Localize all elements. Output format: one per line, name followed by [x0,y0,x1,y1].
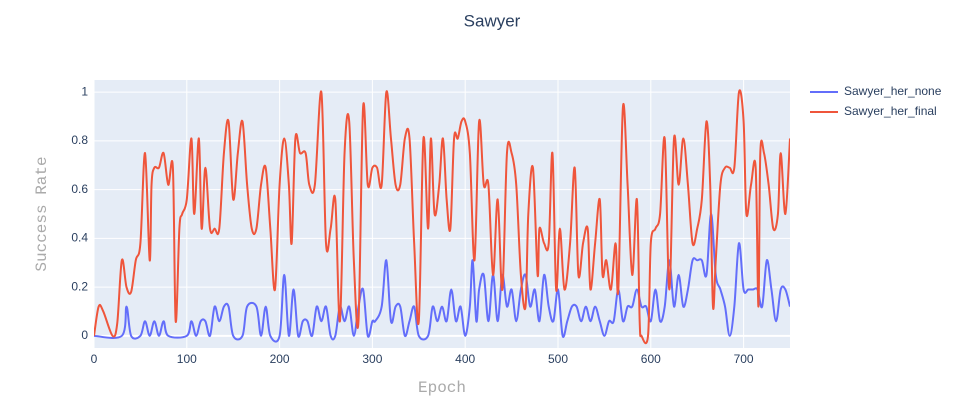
series-line [94,89,790,345]
y-tick-label: 0.6 [71,182,88,196]
y-axis-title: Success Rate [33,156,51,271]
y-tick-label: 0.2 [71,279,88,293]
x-tick-label: 700 [734,352,754,366]
lines [94,89,790,345]
y-tick-label: 0.8 [71,133,88,147]
x-tick-label: 300 [362,352,382,366]
series-line [94,212,790,343]
x-tick-label: 0 [91,352,98,366]
legend-label: Sawyer_her_final [844,104,937,118]
legend-label: Sawyer_her_none [844,84,942,98]
x-tick-label: 400 [455,352,475,366]
y-tick-label: 0 [81,328,88,342]
y-tick-label: 0.4 [71,231,88,245]
chart-title: Sawyer [464,11,521,30]
x-tick-label: 200 [270,352,290,366]
x-axis-title: Epoch [418,379,466,397]
y-tick-label: 1 [81,84,88,98]
x-tick-label: 500 [548,352,568,366]
x-tick-label: 600 [641,352,661,366]
x-tick-label: 100 [177,352,197,366]
